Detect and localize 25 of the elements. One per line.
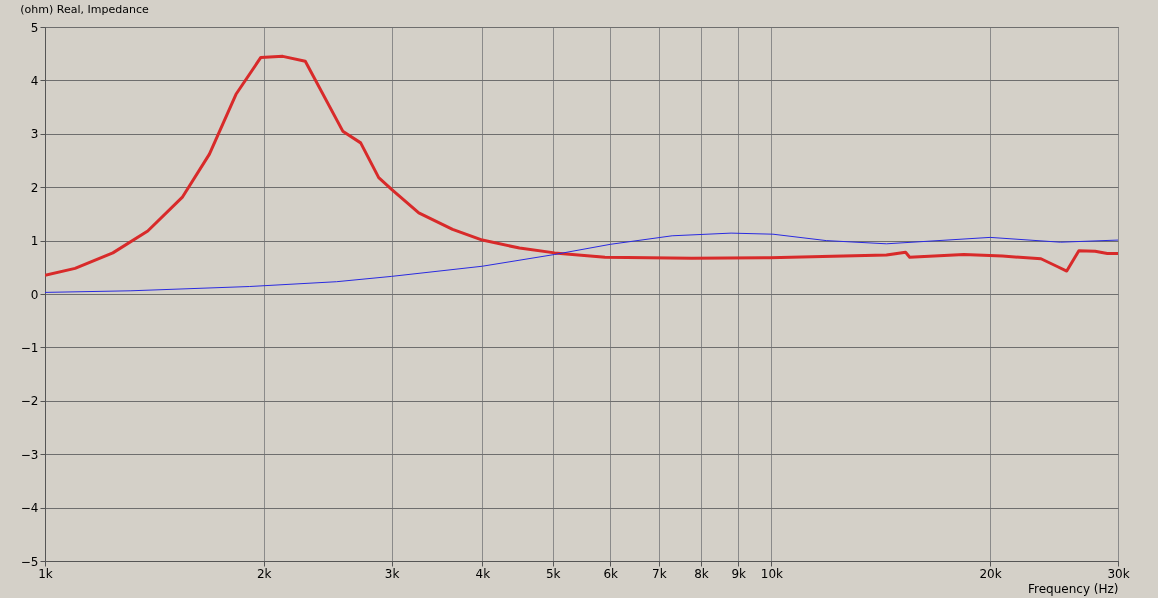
x-axis-title: Frequency (Hz) [1028,581,1119,596]
y-tick-label: −4 [20,501,39,516]
x-tick-label: 2k [256,566,272,581]
chart-title: (ohm) Real, Impedance [20,3,149,16]
y-tick-label: −2 [20,394,39,409]
y-tick-label: −1 [20,340,39,355]
x-tick-label: 10k [760,566,784,581]
x-tick-label: 20k [979,566,1002,581]
y-tick-label: 4 [30,73,39,88]
y-tick-label: 1 [30,234,39,249]
y-tick-label: 5 [30,20,39,35]
y-tick-label: −5 [20,554,39,569]
x-tick-label: 9k [731,566,747,581]
x-tick-label: 1k [38,566,53,581]
x-tick-label: 30k [1107,566,1130,581]
x-tick-label: 6k [603,566,619,581]
x-tick-label: 8k [694,566,709,581]
y-tick-label: 0 [30,287,39,302]
x-tick-label: 5k [545,566,561,581]
x-tick-label: 4k [475,566,491,581]
y-tick-label: 3 [30,127,39,142]
x-tick-label: 7k [652,566,667,581]
x-tick-label: 3k [384,566,400,581]
y-tick-label: −3 [20,447,39,462]
y-tick-label: 2 [30,180,39,195]
